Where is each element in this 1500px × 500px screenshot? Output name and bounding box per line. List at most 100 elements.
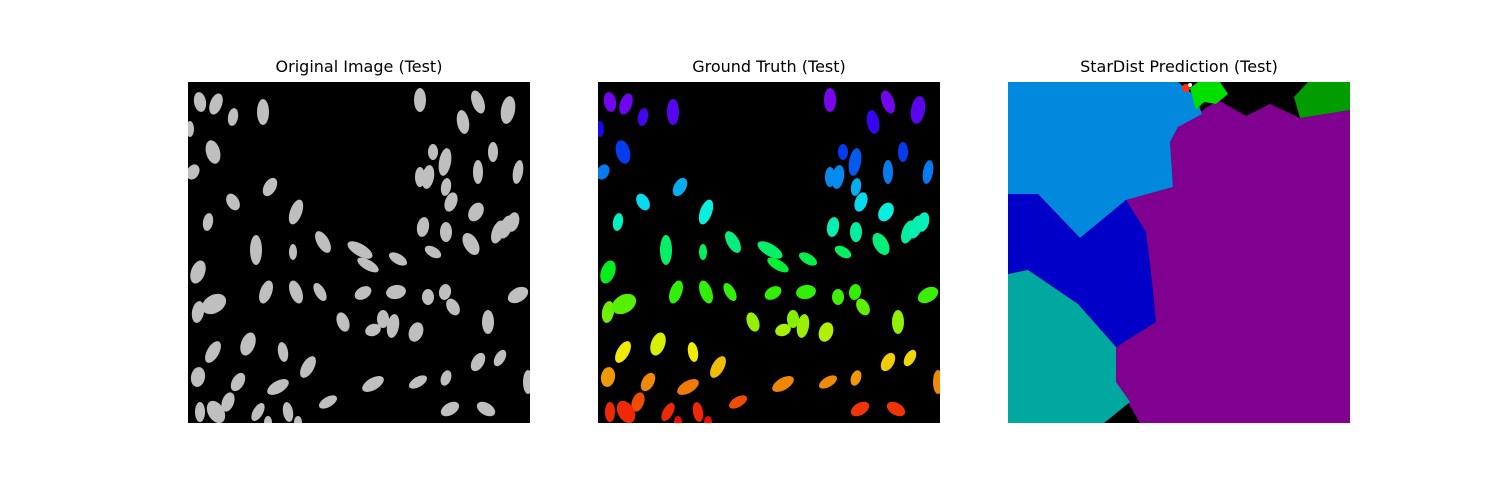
ground-truth-label: [667, 99, 679, 125]
ground-truth-label: [831, 165, 845, 189]
ground-truth-label: [698, 199, 714, 225]
prediction-region-teal: [1008, 270, 1130, 423]
nucleus: [193, 92, 207, 112]
nucleus: [408, 375, 428, 389]
ground-truth-label: [615, 140, 631, 164]
ground-truth-label: [796, 284, 816, 300]
nucleus: [440, 370, 452, 386]
ground-truth-label: [850, 178, 862, 196]
prediction-image: [1008, 82, 1350, 423]
ground-truth-label: [838, 144, 848, 160]
nucleus: [201, 293, 227, 315]
ground-truth-label: [764, 286, 782, 300]
prediction-region-green: [1294, 82, 1350, 118]
nucleus: [206, 400, 226, 423]
ground-truth-canvas: [598, 88, 940, 423]
panel-original: Original Image (Test): [188, 0, 530, 500]
nucleus: [438, 148, 452, 176]
nucleus: [415, 167, 425, 187]
ground-truth-label: [674, 416, 682, 423]
nucleus: [347, 241, 373, 259]
ground-truth-label: [600, 367, 616, 387]
nucleus: [377, 310, 389, 328]
ground-truth-label: [922, 160, 934, 184]
ground-truth-label: [854, 192, 868, 212]
ground-truth-label: [600, 260, 616, 284]
ground-truth-label: [818, 375, 838, 389]
ground-truth-label: [818, 322, 834, 342]
ground-truth-label: [881, 90, 895, 114]
panel-title-original: Original Image (Test): [275, 57, 443, 76]
ground-truth-label: [615, 341, 631, 363]
panel-ground-truth: Ground Truth (Test): [598, 0, 940, 500]
nucleus: [476, 401, 496, 417]
nucleus: [251, 402, 265, 422]
nucleus: [250, 235, 262, 265]
ground-truth-label: [677, 379, 699, 395]
nucleus: [313, 282, 327, 302]
nucleus: [294, 416, 302, 423]
ground-truth-label: [825, 167, 835, 187]
prediction-region-blue: [1008, 194, 1156, 347]
ground-truth-label: [917, 286, 939, 304]
nucleus: [262, 177, 278, 197]
ground-truth-label: [692, 402, 704, 422]
ground-truth-label: [909, 215, 923, 239]
nucleus: [209, 93, 223, 115]
ground-truth-label: [669, 280, 683, 304]
prediction-region-light-blue: [1008, 82, 1202, 238]
nucleus: [422, 289, 434, 305]
nucleus: [191, 301, 205, 323]
nucleus: [240, 332, 256, 356]
ground-truth-label: [796, 314, 810, 338]
ground-truth-label: [728, 395, 748, 409]
nucleus: [488, 142, 498, 162]
nucleus: [507, 286, 529, 304]
nucleus: [424, 245, 442, 259]
ground-truth-label: [725, 231, 741, 253]
nucleus: [428, 144, 438, 160]
ground-truth-label: [660, 235, 672, 265]
nucleus: [257, 99, 269, 125]
ground-truth-label: [612, 213, 624, 231]
nucleus: [440, 401, 460, 417]
ground-truth-label: [787, 310, 799, 328]
nucleus: [388, 252, 408, 266]
ground-truth-image: [598, 82, 940, 423]
nucleus: [226, 193, 240, 211]
nucleus: [462, 233, 480, 255]
nucleus: [259, 280, 273, 304]
nucleus: [440, 222, 452, 242]
prediction-region-small-white: [1188, 83, 1192, 87]
ground-truth-label: [757, 241, 783, 259]
ground-truth-label: [892, 310, 904, 334]
nucleus: [468, 202, 484, 222]
nucleus: [438, 284, 452, 300]
nucleus: [336, 312, 350, 332]
nucleus: [267, 379, 289, 395]
nucleus: [190, 367, 206, 387]
nucleus: [318, 395, 338, 409]
prediction-region-small-red: [1182, 84, 1190, 92]
ground-truth-label: [699, 244, 707, 260]
nucleus: [277, 342, 289, 362]
ground-truth-label: [598, 121, 604, 137]
nucleus: [499, 215, 513, 239]
ground-truth-label: [601, 301, 615, 323]
nucleus: [446, 298, 460, 316]
ground-truth-label: [883, 160, 893, 184]
nucleus: [444, 192, 458, 212]
nucleus: [230, 372, 246, 392]
nucleus: [471, 90, 485, 114]
ground-truth-label: [933, 370, 940, 394]
ground-truth-label: [640, 372, 656, 392]
ground-truth-label: [824, 88, 836, 112]
nucleus: [456, 110, 470, 134]
ground-truth-label: [878, 202, 894, 222]
nucleus: [205, 140, 221, 164]
ground-truth-label: [880, 352, 896, 372]
nucleus: [195, 402, 205, 422]
ground-truth-label: [746, 312, 760, 332]
nucleus: [202, 213, 214, 231]
nucleus: [470, 352, 486, 372]
